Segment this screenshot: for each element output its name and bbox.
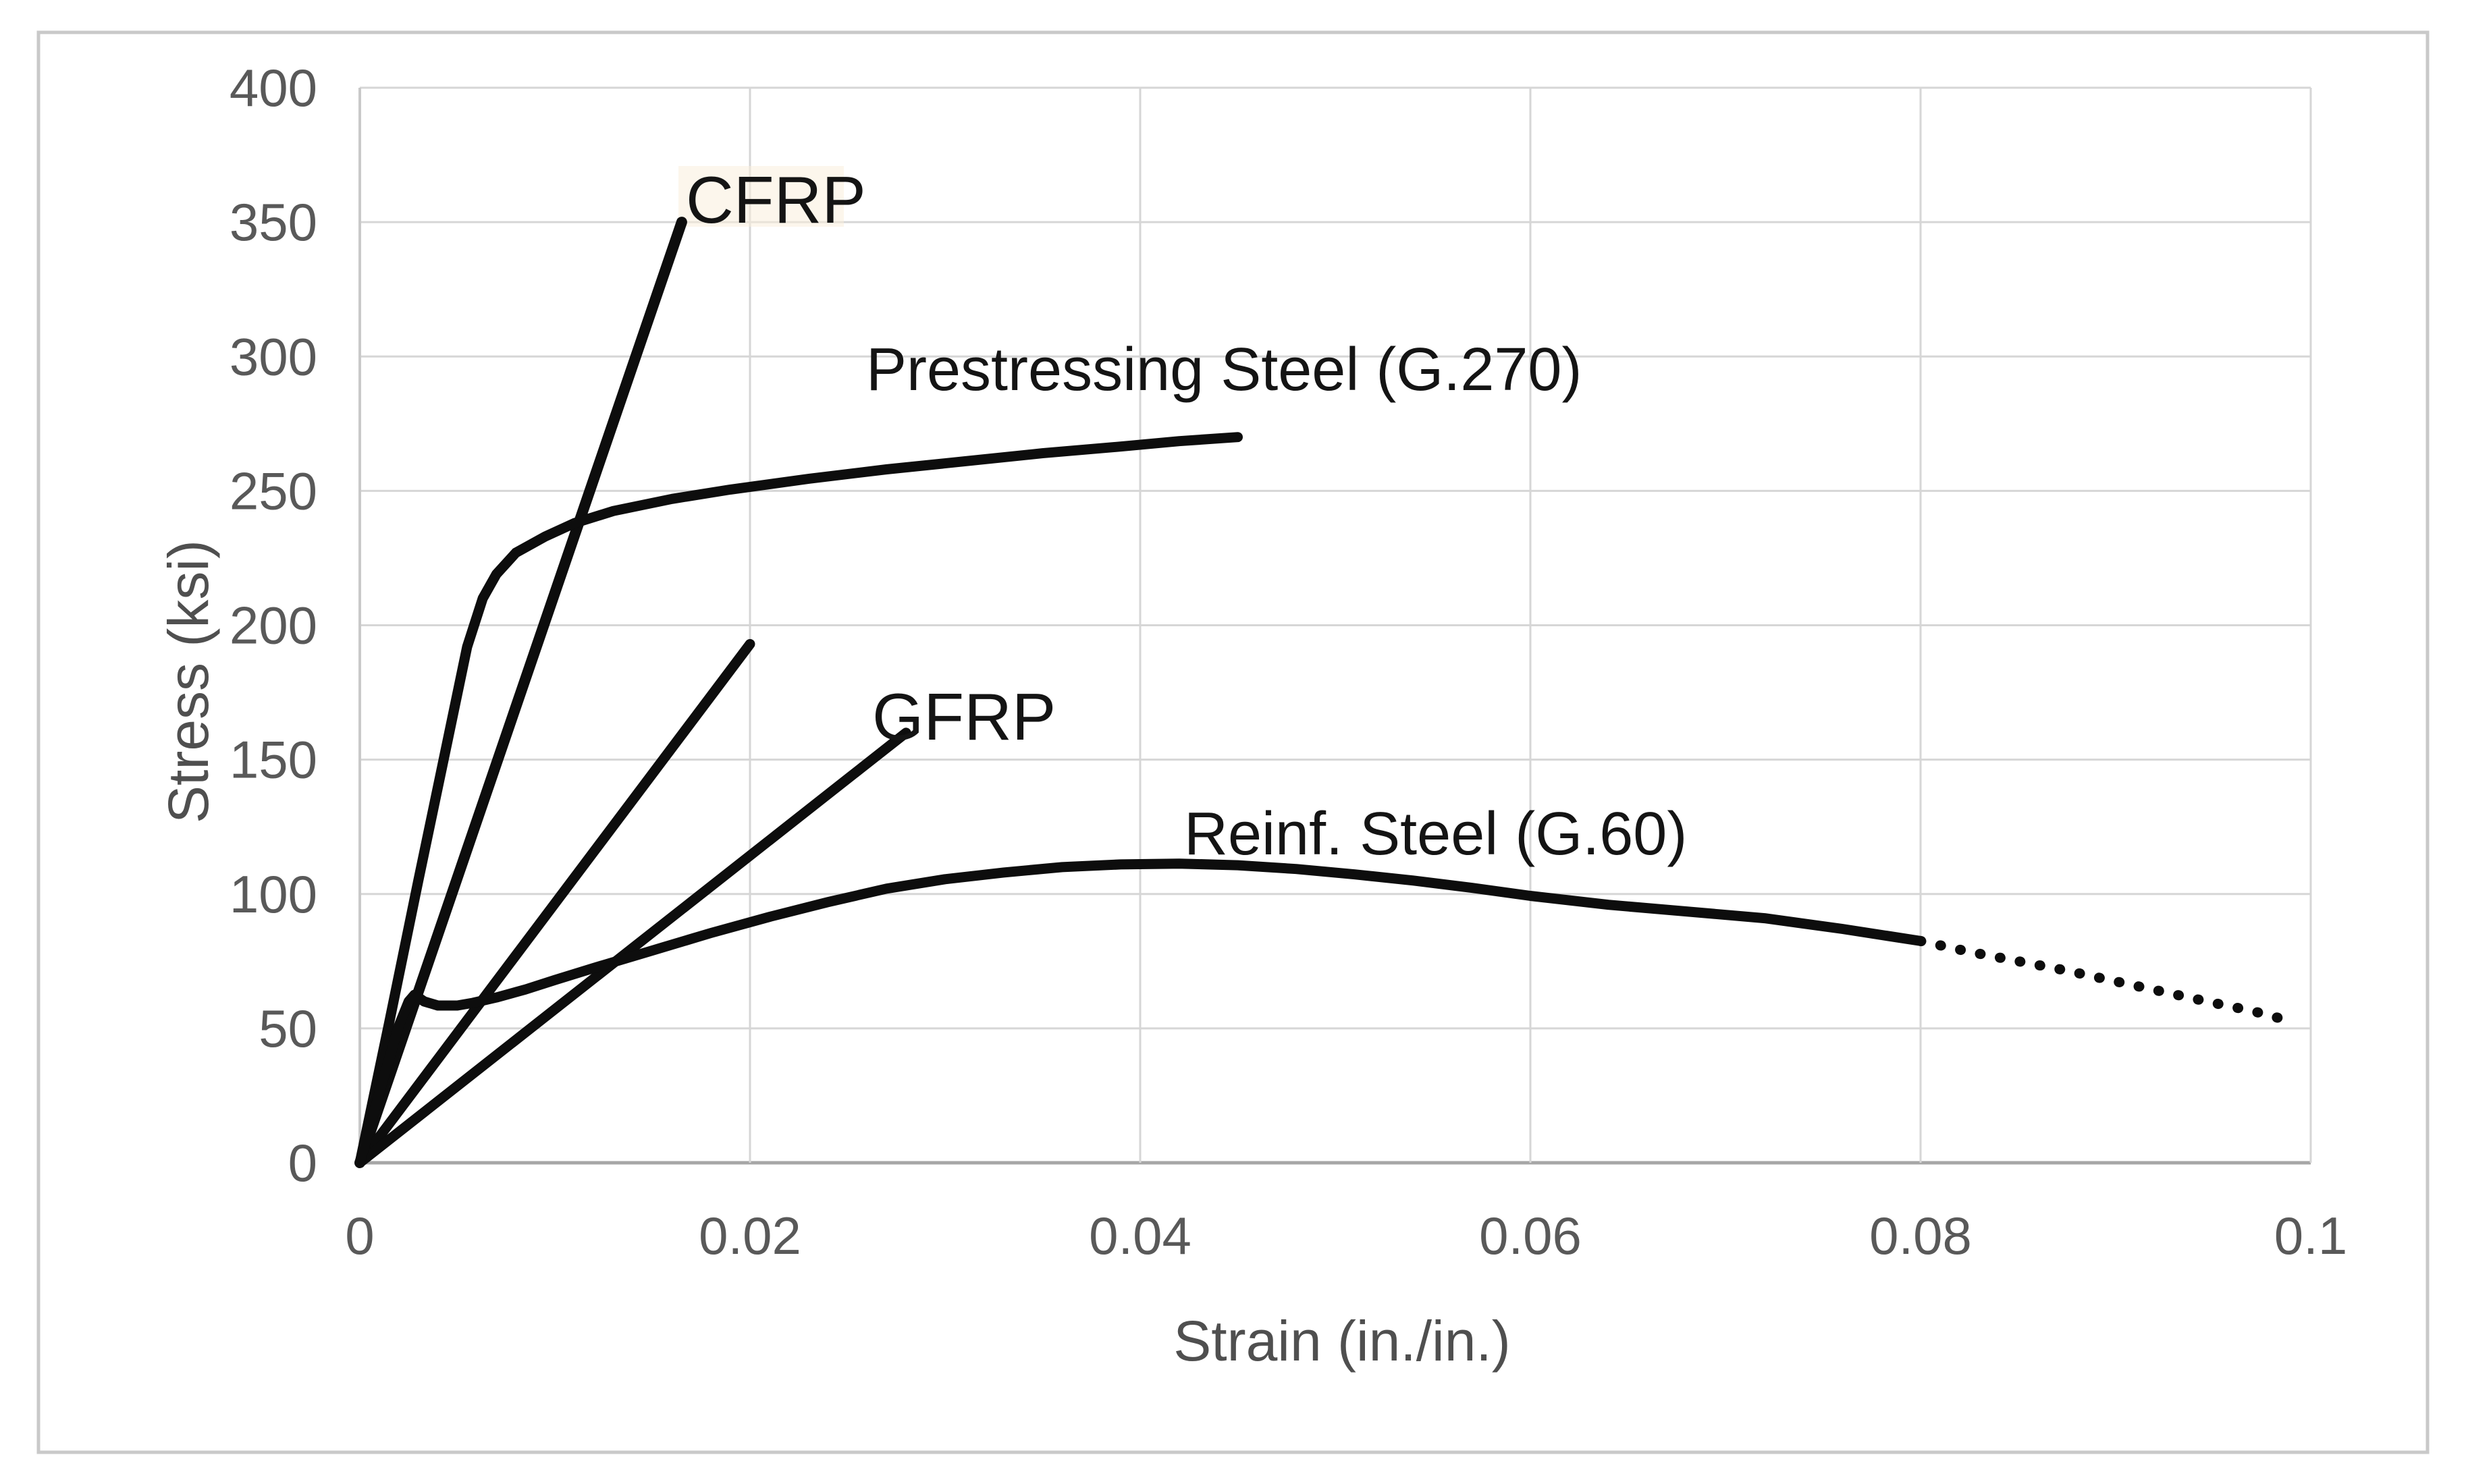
- reinf-steel-curve-label: Reinf. Steel (G.60): [1184, 800, 1687, 868]
- x-tick-label-0.02: 0.02: [699, 1206, 801, 1265]
- x-tick-label-0.1: 0.1: [2274, 1206, 2347, 1265]
- gfrp-curve-label: GFRP: [872, 680, 1056, 754]
- y-tick-label-0: 0: [288, 1133, 317, 1192]
- y-tick-label-350: 350: [230, 192, 317, 252]
- y-tick-label-50: 50: [259, 999, 317, 1058]
- series-curve-reinf-steel: [354, 858, 1926, 1168]
- cfrp-curve-label: CFRP: [686, 163, 866, 237]
- x-tick-label-0.04: 0.04: [1089, 1206, 1191, 1265]
- series-curve-cfrp: [354, 217, 687, 1168]
- series-curve-reinf-steel-fracture-extrapolation: [1915, 935, 2293, 1026]
- series-curve-unlabeled-frp: [354, 638, 755, 1168]
- cfrp-label-highlight: [678, 166, 844, 227]
- x-tick-label-0.06: 0.06: [1479, 1206, 1582, 1265]
- x-tick-label-0.08: 0.08: [1869, 1206, 1972, 1265]
- y-axis-title: Stress (ksi): [157, 540, 220, 823]
- figure-border: [36, 30, 2430, 1454]
- series-curves: [354, 217, 2293, 1168]
- gridlines: [358, 86, 2312, 1165]
- series-curve-prestressing-steel: [354, 432, 1243, 1168]
- y-tick-label-200: 200: [230, 596, 317, 655]
- y-tick-label-250: 250: [230, 461, 317, 520]
- y-tick-label-400: 400: [230, 58, 317, 117]
- x-tick-label-0: 0: [345, 1206, 374, 1265]
- x-axis-tick-labels: 0 0.02 0.04 0.06 0.08 0.1: [345, 1206, 2347, 1265]
- x-axis-title: Strain (in./in.): [1173, 1309, 1511, 1373]
- y-tick-label-100: 100: [230, 864, 317, 924]
- y-tick-label-300: 300: [230, 327, 317, 386]
- y-tick-label-150: 150: [230, 730, 317, 790]
- prestressing-steel-curve-label: Prestressing Steel (G.270): [866, 336, 1582, 404]
- y-axis-tick-labels: 0 50 100 150 200 250 300 350 400: [230, 58, 317, 1192]
- series-curve-gfrp: [354, 727, 911, 1168]
